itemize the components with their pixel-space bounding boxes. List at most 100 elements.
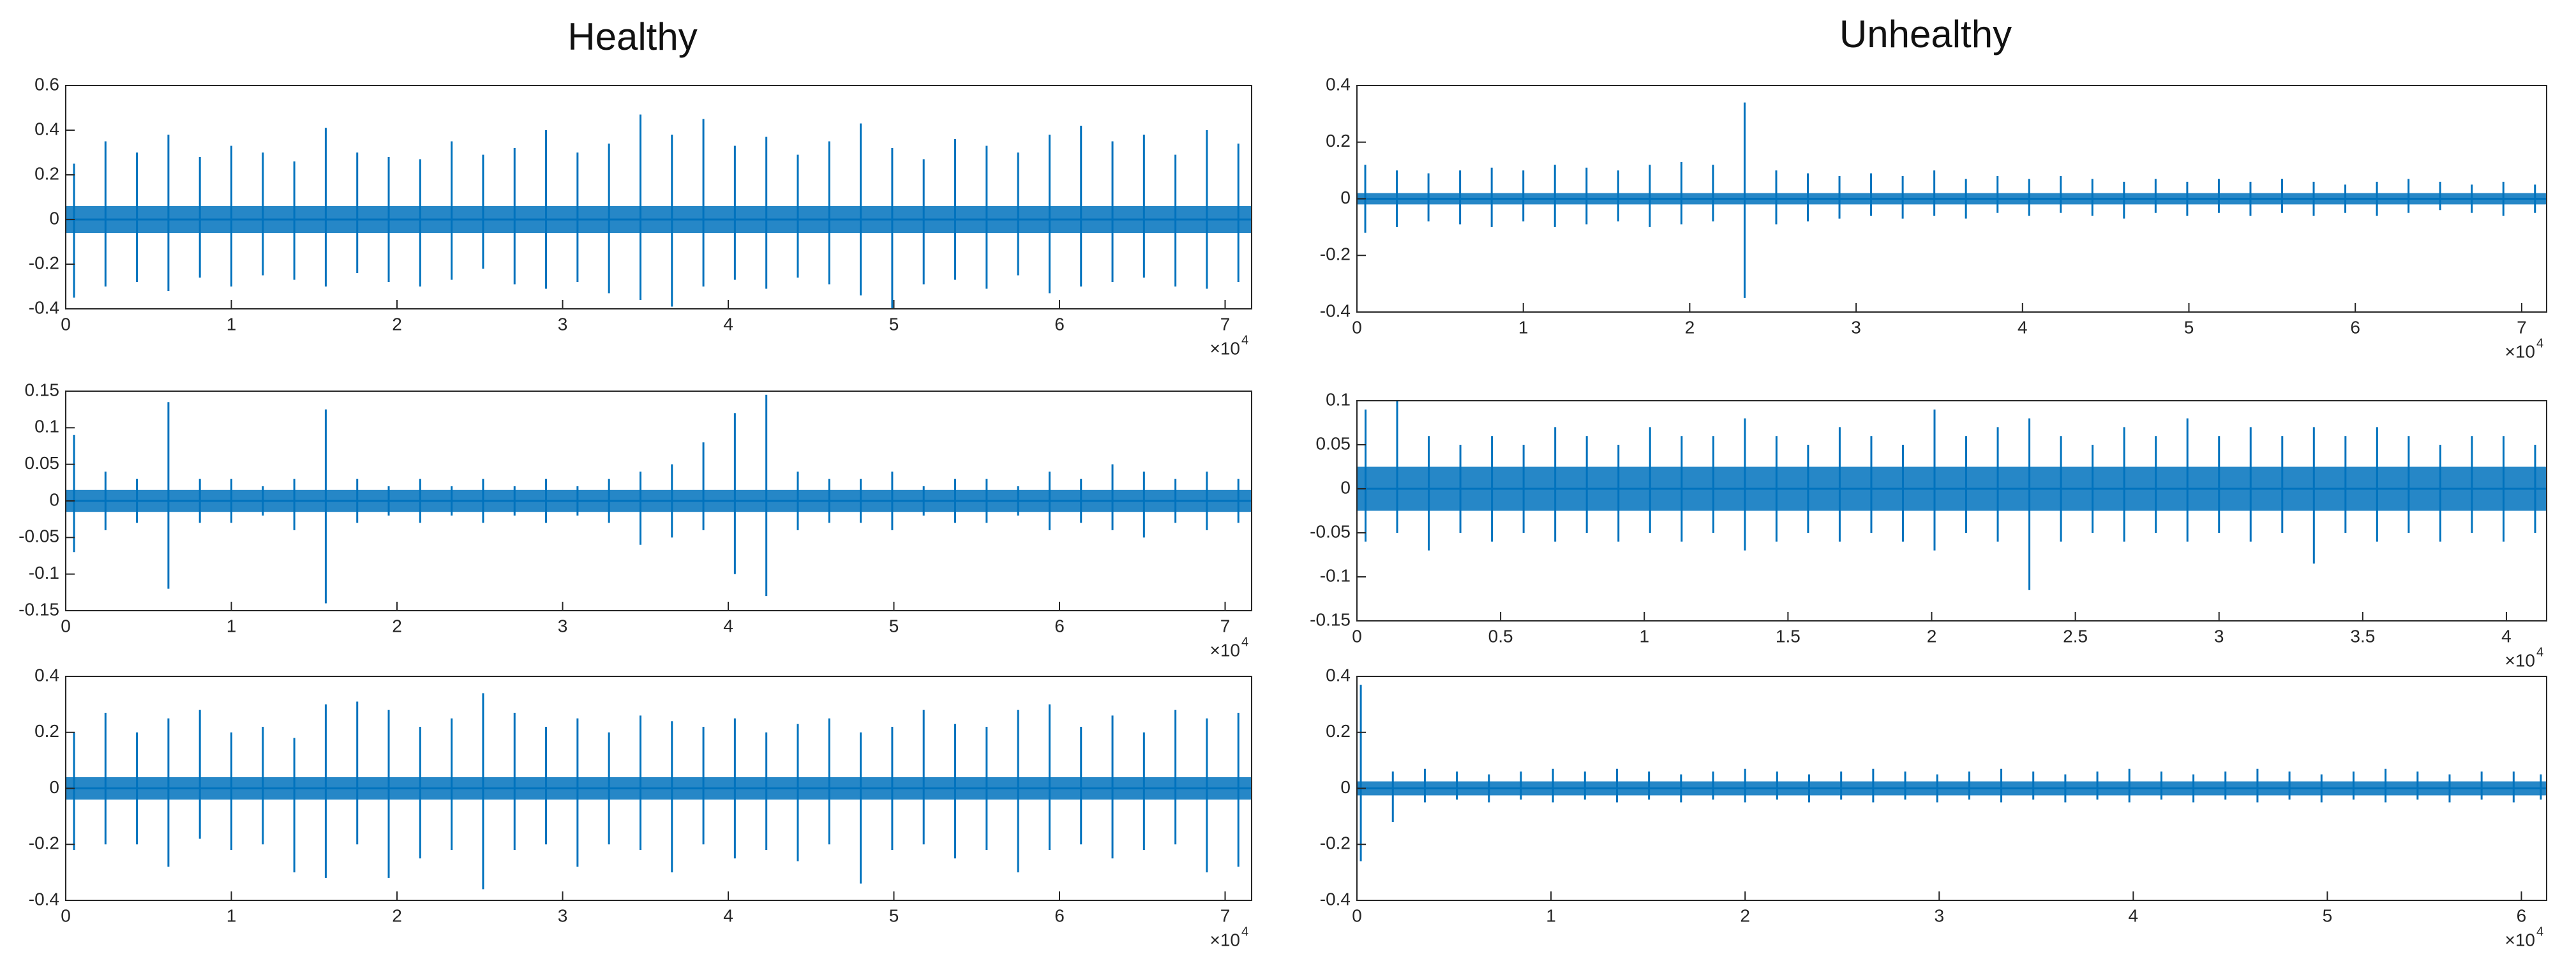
x-tick-label: 1.5 — [1776, 626, 1801, 646]
y-tick-label: 0.6 — [34, 74, 59, 94]
x-tick-label: 2 — [392, 616, 402, 636]
x-exponent: 4 — [2536, 336, 2543, 350]
axes-frame — [1356, 400, 2547, 622]
x-tick-label: 0 — [61, 314, 71, 334]
column-title: Unhealthy — [1839, 13, 2012, 56]
y-tick-label: -0.4 — [29, 297, 59, 317]
axes-frame — [65, 85, 1252, 309]
x-exponent-base: ×10 — [1210, 338, 1241, 358]
panel: -0.4-0.200.20.40 1 2 3 4 5 6×10 4 — [1320, 665, 2547, 949]
y-tick-label: 0 — [49, 489, 59, 509]
y-tick-label: -0.15 — [19, 599, 59, 619]
x-tick-label: 5 — [2184, 317, 2194, 337]
x-tick-label: 5 — [2323, 905, 2333, 925]
x-tick-label: 6 — [2517, 905, 2527, 925]
y-tick-label: -0.1 — [1320, 565, 1351, 585]
y-tick-label: 0.05 — [25, 453, 60, 473]
x-tick-label: 4 — [723, 314, 733, 334]
y-tick-label: -0.4 — [29, 889, 59, 909]
y-tick-label: 0 — [1340, 188, 1351, 207]
x-tick-label: 0 — [1352, 626, 1362, 646]
x-tick-label: 1 — [1546, 905, 1556, 925]
y-tick-label: 0.4 — [1326, 665, 1351, 685]
panel: -0.4-0.200.20.40 1 2 3 4 5 6 7×10 4 — [29, 665, 1252, 949]
x-tick-label: 5 — [889, 905, 899, 925]
x-tick-label: 0 — [1352, 905, 1362, 925]
column-title: Healthy — [567, 15, 697, 58]
x-tick-label: 7 — [2517, 317, 2527, 337]
x-tick-label: 4 — [2018, 317, 2028, 337]
x-exponent-base: ×10 — [2505, 341, 2536, 361]
x-tick-label: 5 — [889, 616, 899, 636]
y-tick-label: -0.05 — [19, 526, 59, 546]
y-tick-label: -0.2 — [29, 833, 59, 853]
x-tick-label: 4 — [2501, 626, 2512, 646]
x-tick-label: 1 — [227, 905, 237, 925]
x-tick-label: 6 — [1054, 616, 1065, 636]
x-tick-label: 2 — [1685, 317, 1695, 337]
y-tick-label: 0.15 — [25, 380, 60, 399]
y-tick-label: -0.2 — [29, 253, 59, 272]
y-tick-label: 0 — [49, 208, 59, 228]
x-tick-label: 7 — [1220, 314, 1231, 334]
y-tick-label: 0.2 — [1326, 131, 1351, 151]
y-tick-label: -0.2 — [1320, 244, 1351, 264]
panel: -0.4-0.200.20.40 1 2 3 4 5 6 7×10 4 — [1320, 74, 2547, 361]
x-tick-label: 2.5 — [2063, 626, 2088, 646]
x-tick-label: 0 — [61, 616, 71, 636]
x-tick-label: 4 — [723, 616, 733, 636]
y-tick-label: -0.1 — [29, 563, 59, 583]
y-tick-label: 0.2 — [34, 721, 59, 741]
y-tick-label: -0.15 — [1310, 609, 1351, 629]
x-tick-label: 2 — [1740, 905, 1750, 925]
y-tick-label: 0 — [1340, 777, 1351, 797]
x-exponent: 4 — [1241, 635, 1248, 649]
y-tick-label: 0 — [1340, 477, 1351, 497]
x-tick-label: 7 — [1220, 616, 1231, 636]
x-tick-label: 3.5 — [2350, 626, 2375, 646]
x-tick-label: 3 — [2214, 626, 2224, 646]
x-tick-label: 1 — [227, 616, 237, 636]
x-exponent: 4 — [1241, 925, 1248, 939]
panel: -0.4-0.200.20.40.60 1 2 3 4 5 6 7×10 4 — [29, 74, 1252, 358]
y-tick-label: 0.05 — [1316, 433, 1351, 453]
x-tick-label: 6 — [1054, 905, 1065, 925]
x-tick-label: 4 — [723, 905, 733, 925]
x-tick-label: 6 — [1054, 314, 1065, 334]
x-tick-label: 6 — [2350, 317, 2360, 337]
x-tick-label: 5 — [889, 314, 899, 334]
x-tick-label: 3 — [558, 314, 568, 334]
y-tick-label: 0.4 — [1326, 74, 1351, 94]
x-tick-label: 2 — [1927, 626, 1937, 646]
x-exponent-base: ×10 — [2505, 650, 2536, 670]
x-exponent: 4 — [1241, 333, 1248, 347]
x-tick-label: 3 — [1851, 317, 1861, 337]
y-tick-label: 0.4 — [34, 119, 59, 138]
y-tick-label: -0.4 — [1320, 301, 1351, 320]
y-tick-label: -0.4 — [1320, 889, 1351, 909]
y-tick-label: -0.05 — [1310, 521, 1351, 541]
x-exponent: 4 — [2536, 645, 2543, 659]
x-tick-label: 3 — [1934, 905, 1944, 925]
x-tick-label: 3 — [558, 616, 568, 636]
x-exponent-base: ×10 — [2505, 930, 2536, 949]
x-tick-label: 0 — [61, 905, 71, 925]
x-tick-label: 3 — [558, 905, 568, 925]
x-tick-label: 7 — [1220, 905, 1231, 925]
x-exponent-base: ×10 — [1210, 640, 1241, 660]
y-tick-label: 0.2 — [1326, 721, 1351, 741]
y-tick-label: 0.1 — [34, 417, 59, 436]
x-exponent: 4 — [2536, 925, 2543, 939]
x-tick-label: 1 — [1518, 317, 1529, 337]
x-tick-label: 1 — [227, 314, 237, 334]
x-tick-label: 2 — [392, 314, 402, 334]
x-exponent-base: ×10 — [1210, 930, 1241, 949]
x-tick-label: 0 — [1352, 317, 1362, 337]
y-tick-label: -0.2 — [1320, 833, 1351, 853]
x-tick-label: 1 — [1639, 626, 1649, 646]
y-tick-label: 0.1 — [1326, 389, 1351, 409]
x-tick-label: 0.5 — [1488, 626, 1513, 646]
